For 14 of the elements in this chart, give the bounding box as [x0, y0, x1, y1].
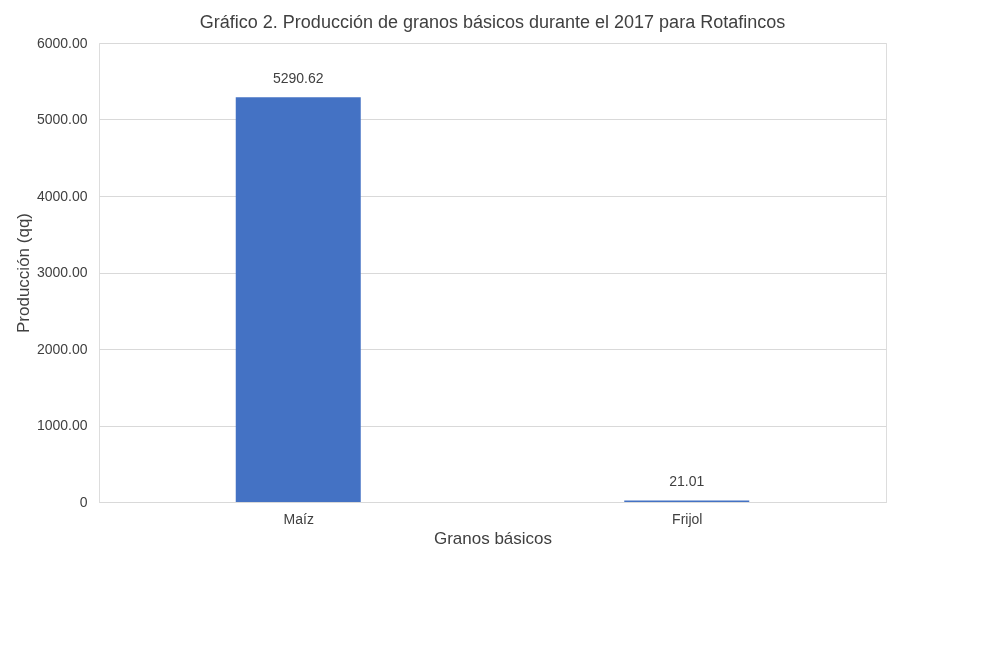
- y-tick-label: 1000.00: [36, 417, 88, 433]
- y-tick-label: 5000.00: [36, 111, 88, 127]
- chart-title: Gráfico 2. Producción de granos básicos durante el 2017 para Rotafincos: [199, 12, 786, 32]
- y-tick-label: 3000.00: [36, 264, 88, 280]
- x-tick-label: Frijol: [672, 510, 703, 527]
- data-label: 21.01: [669, 473, 705, 490]
- y-tick-label: 2000.00: [36, 340, 88, 357]
- y-tick-label: 0: [79, 493, 88, 510]
- y-tick-label: 6000.00: [36, 34, 88, 51]
- x-axis-title: Granos básicos: [433, 528, 553, 548]
- data-label: 5290.62: [272, 70, 324, 87]
- y-tick-label: 4000.00: [36, 187, 88, 204]
- y-axis-title: Producción (qq): [13, 212, 33, 334]
- x-tick-label: Maíz: [283, 510, 314, 527]
